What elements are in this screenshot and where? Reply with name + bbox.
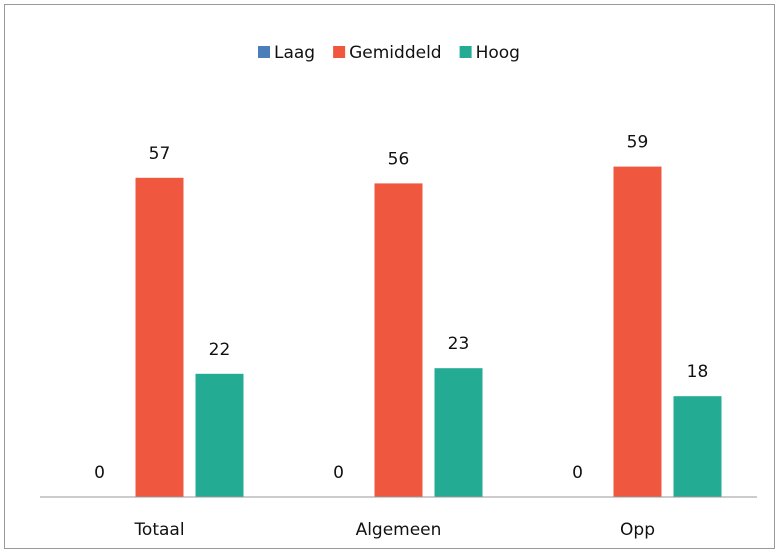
bar: [434, 368, 483, 497]
data-label: 18: [687, 362, 709, 382]
data-label: 0: [333, 463, 344, 483]
x-tick-label: Opp: [620, 520, 655, 540]
data-label: 56: [388, 149, 410, 169]
legend-swatch: [459, 46, 472, 58]
bar: [195, 373, 244, 497]
data-label: 57: [149, 144, 171, 164]
data-label: 23: [448, 334, 470, 354]
x-tick-label: Algemeen: [356, 520, 442, 540]
legend-swatch: [258, 46, 271, 58]
legend-label: Hoog: [476, 43, 520, 63]
legend-label: Laag: [274, 43, 315, 63]
x-tick-label: Totaal: [133, 520, 184, 540]
data-label: 0: [94, 463, 105, 483]
bar: [135, 177, 184, 498]
legend-swatch: [333, 46, 346, 58]
data-label: 59: [627, 133, 649, 153]
bar: [613, 166, 662, 497]
bar: [673, 396, 722, 497]
legend-label: Gemiddeld: [349, 43, 441, 63]
data-label: 0: [572, 463, 583, 483]
bar: [374, 183, 423, 497]
data-label: 22: [209, 340, 231, 360]
